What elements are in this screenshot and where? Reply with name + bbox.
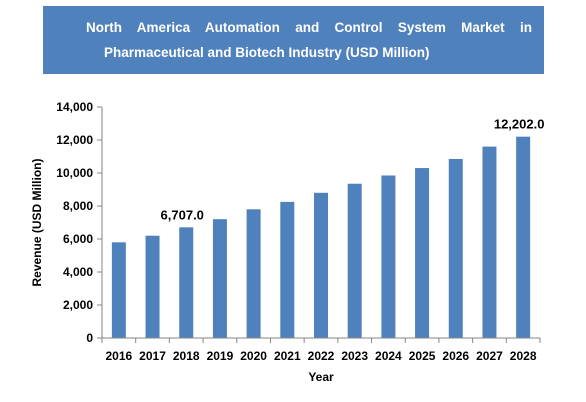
bar-2022 bbox=[314, 192, 328, 338]
x-tick-label: 2024 bbox=[375, 349, 402, 363]
x-tick-label: 2020 bbox=[240, 349, 267, 363]
bar-2023 bbox=[347, 183, 362, 338]
bar-2025 bbox=[415, 168, 430, 338]
bar-2017 bbox=[145, 235, 160, 338]
x-tick-label: 2027 bbox=[476, 349, 503, 363]
x-tick-label: 2026 bbox=[442, 349, 469, 363]
bar-2020 bbox=[246, 209, 261, 338]
chart-title-banner: North America Automation and Control Sys… bbox=[43, 6, 544, 74]
x-tick-label: 2022 bbox=[308, 349, 335, 363]
y-tick-label: 14,000 bbox=[56, 100, 93, 114]
y-tick-label: 6,000 bbox=[63, 232, 93, 246]
x-tick-label: 2018 bbox=[173, 349, 200, 363]
y-tick-label: 8,000 bbox=[63, 199, 93, 213]
y-axis-title: Revenue (USD Million) bbox=[30, 158, 44, 286]
bar-2021 bbox=[280, 201, 295, 338]
x-axis-ticks: 2016 2017 2018 2019 2020 2021 2022 2023 2024 2025… bbox=[101, 338, 541, 363]
x-tick-label: 2025 bbox=[409, 349, 436, 363]
y-axis-ticks: 0 2,000 4,000 6,000 8,000 10,000 12,000 14,000 bbox=[56, 100, 102, 345]
x-tick-label: 2019 bbox=[207, 349, 234, 363]
chart-title-line2: Pharmaceutical and Biotech Industry (USD… bbox=[104, 45, 430, 60]
bar-2024 bbox=[381, 175, 396, 338]
chart-title-line1: North America Automation and Control Sys… bbox=[86, 20, 532, 35]
bar-2027 bbox=[482, 146, 497, 338]
y-tick-label: 10,000 bbox=[56, 166, 93, 180]
bar-2028 bbox=[516, 136, 531, 338]
x-tick-label: 2016 bbox=[105, 349, 132, 363]
y-tick-label: 0 bbox=[86, 331, 93, 345]
bars bbox=[111, 136, 531, 338]
y-tick-label: 2,000 bbox=[63, 298, 93, 312]
y-tick-label: 12,000 bbox=[56, 133, 93, 147]
x-tick-label: 2021 bbox=[274, 349, 301, 363]
data-label: 12,202.0 bbox=[494, 117, 545, 132]
y-tick-label: 4,000 bbox=[63, 265, 93, 279]
bar-2018 bbox=[179, 227, 194, 338]
x-tick-label: 2017 bbox=[139, 349, 166, 363]
bar-2026 bbox=[448, 158, 463, 338]
bar-2016 bbox=[111, 242, 126, 338]
x-axis-title: Year bbox=[308, 370, 334, 384]
data-labels: 6,707.0 12,202.0 bbox=[161, 117, 545, 223]
x-tick-label: 2023 bbox=[341, 349, 368, 363]
bar-2019 bbox=[212, 219, 227, 338]
data-label: 6,707.0 bbox=[161, 207, 204, 222]
x-tick-label: 2028 bbox=[510, 349, 537, 363]
